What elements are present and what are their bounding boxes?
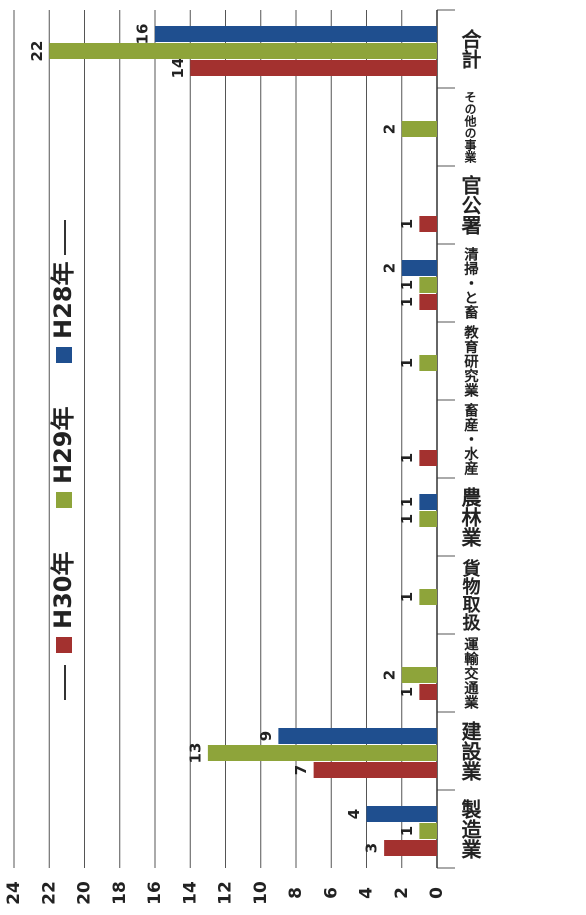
legend-swatch [56, 347, 72, 363]
y-tick-label: 貨物取扱 [460, 558, 481, 631]
x-tick-label: 8 [286, 887, 306, 899]
data-label: 2 [380, 124, 398, 134]
data-label: 1 [398, 280, 416, 290]
bar [419, 823, 437, 839]
x-tick-label: 18 [110, 881, 130, 905]
data-label: 1 [398, 219, 416, 229]
data-label: 1 [398, 497, 416, 507]
bar [419, 450, 437, 466]
bar [384, 840, 437, 856]
bar [401, 667, 437, 683]
legend-label: H29年 [49, 407, 77, 484]
data-label: 3 [363, 843, 381, 853]
y-tick-label: 製造業 [458, 798, 482, 859]
bar [419, 216, 437, 232]
bar [366, 806, 437, 822]
bar [207, 745, 437, 761]
bar [419, 355, 437, 371]
bar [419, 494, 437, 510]
legend-label: H30年 [49, 552, 77, 629]
y-tick-label: 合計 [458, 28, 482, 70]
x-tick-label: 12 [216, 881, 236, 905]
bar [419, 294, 437, 310]
bar [419, 277, 437, 293]
data-label: 1 [398, 592, 416, 602]
bar [278, 728, 437, 744]
data-label: 1 [398, 826, 416, 836]
data-label: 4 [345, 809, 363, 819]
x-tick-label: 16 [145, 881, 165, 905]
y-tick-label: 農林業 [458, 487, 482, 547]
data-label: 2 [380, 670, 398, 680]
x-tick-label: 24 [4, 881, 24, 905]
legend-swatch [56, 492, 72, 508]
data-label: 22 [28, 41, 46, 62]
bar [49, 43, 437, 59]
y-tick-label: その他の事業 [463, 91, 477, 164]
legend-label: H28年 [49, 262, 77, 339]
y-tick-label: 畜産・水産 [462, 402, 478, 477]
y-tick-label: 清掃・と畜 [462, 246, 478, 320]
bar [419, 684, 437, 700]
data-label: 1 [398, 453, 416, 463]
legend-swatch [56, 637, 72, 653]
bar [155, 26, 437, 42]
data-label: 1 [398, 687, 416, 697]
data-label: 2 [380, 263, 398, 273]
x-tick-label: 6 [321, 887, 341, 899]
data-label: 1 [398, 514, 416, 524]
x-tick-label: 20 [75, 881, 95, 905]
data-label: 13 [186, 743, 204, 764]
x-tick-label: 2 [392, 887, 412, 899]
data-label: 14 [169, 58, 187, 79]
data-label: 9 [257, 731, 275, 741]
x-tick-label: 14 [180, 881, 200, 905]
x-tick-label: 22 [39, 881, 59, 905]
y-tick-label: 建設業 [458, 720, 482, 781]
data-label: 1 [398, 358, 416, 368]
x-tick-label: 4 [357, 887, 377, 899]
data-label: 1 [398, 297, 416, 307]
bar [190, 60, 437, 76]
x-tick-label: 10 [251, 881, 271, 905]
y-tick-label: 教育研究業 [462, 324, 479, 399]
y-tick-label: 運輸交通業 [462, 637, 479, 711]
bar [419, 511, 437, 527]
x-tick-label: 0 [427, 887, 447, 899]
bar [401, 260, 437, 276]
y-tick-label: 官公署 [458, 174, 482, 236]
bar [313, 762, 437, 778]
data-label: 7 [292, 765, 310, 775]
bar [401, 121, 437, 137]
bar [419, 589, 437, 605]
data-label: 16 [134, 24, 152, 45]
